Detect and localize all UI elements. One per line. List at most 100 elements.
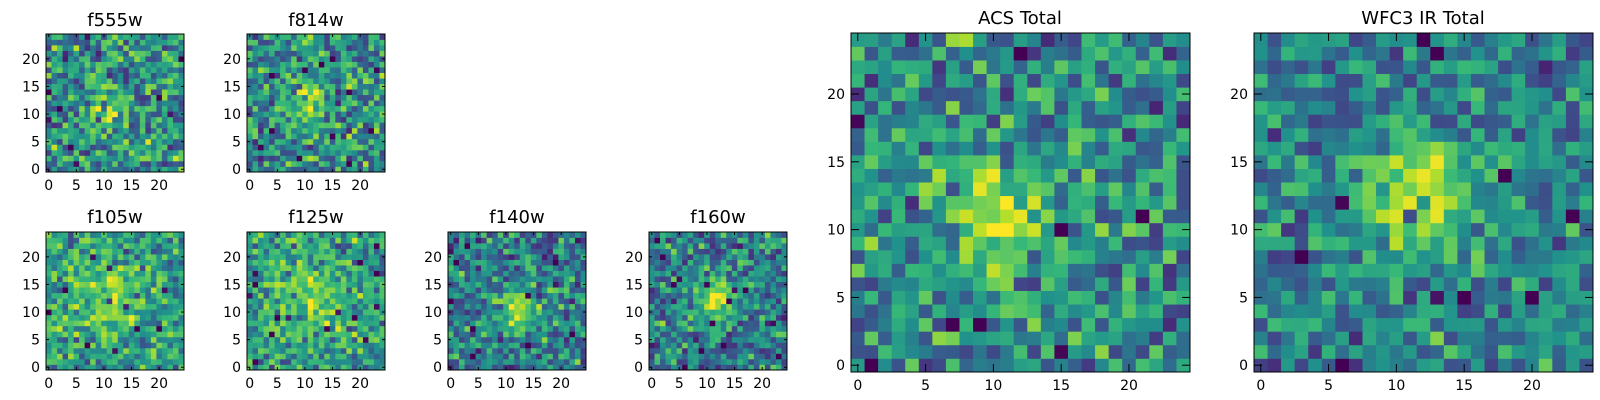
heatmap-cell — [1013, 277, 1028, 291]
heatmap-cell — [682, 342, 688, 349]
heatmap-cell — [134, 155, 141, 162]
heatmap-cell — [112, 292, 119, 299]
heatmap-cell — [128, 105, 135, 112]
heatmap-cell — [759, 320, 766, 327]
heatmap-cell — [274, 105, 281, 112]
heatmap-cell — [1362, 358, 1377, 373]
heatmap-cell — [547, 270, 554, 277]
heatmap-cell — [296, 232, 303, 238]
heatmap-cell — [748, 342, 755, 349]
heatmap-cell — [1335, 277, 1350, 291]
heatmap-cell — [79, 122, 85, 129]
heatmap-cell — [62, 67, 69, 73]
heatmap-cell — [335, 111, 342, 118]
heatmap-cell — [258, 39, 264, 46]
heatmap-cell — [1308, 222, 1323, 237]
heatmap-cell — [329, 314, 336, 321]
heatmap-cell — [464, 281, 471, 288]
heatmap-cell — [1498, 304, 1512, 319]
heatmap-cell — [285, 347, 292, 354]
heatmap-cell — [1321, 195, 1336, 210]
heatmap-cell — [156, 105, 163, 112]
heatmap-cell — [665, 254, 672, 260]
heatmap-cell — [1040, 209, 1055, 224]
heatmap-cell — [84, 50, 91, 57]
heatmap-cell — [134, 149, 141, 156]
heatmap-cell — [1430, 209, 1445, 224]
heatmap-cell — [742, 325, 749, 332]
heatmap-cell — [46, 105, 52, 112]
heatmap-cell — [57, 61, 63, 68]
heatmap-cell — [1027, 209, 1042, 224]
heatmap-cell — [453, 314, 460, 321]
heatmap-cell — [654, 298, 661, 305]
heatmap-cell — [1389, 317, 1404, 332]
heatmap-cell — [313, 144, 320, 151]
heatmap-cell — [448, 320, 454, 327]
heatmap-cell — [172, 149, 179, 156]
heatmap-cell — [481, 314, 487, 321]
heatmap-cell — [95, 336, 102, 343]
heatmap-cell — [51, 331, 58, 338]
heatmap-cell — [676, 287, 683, 294]
heatmap-cell — [95, 232, 102, 238]
heatmap-cell — [128, 56, 135, 62]
heatmap-cell — [62, 248, 69, 255]
heatmap-cell — [486, 248, 493, 255]
heatmap-cell — [335, 50, 342, 57]
heatmap-cell — [329, 67, 336, 73]
heatmap-cell — [1403, 195, 1418, 210]
heatmap-cell — [580, 259, 587, 266]
heatmap-cell — [748, 237, 755, 244]
heatmap-cell — [698, 248, 705, 255]
heatmap-cell — [362, 303, 369, 310]
heatmap-cell — [51, 56, 58, 62]
heatmap-cell — [530, 325, 537, 332]
heatmap-cell — [161, 342, 168, 349]
heatmap-cell — [362, 254, 369, 260]
heatmap-cell — [313, 105, 320, 112]
heatmap-cell — [698, 287, 705, 294]
heatmap-cell — [1135, 60, 1150, 75]
heatmap-cell — [340, 270, 347, 277]
heatmap-cell — [57, 331, 63, 338]
heatmap-cell — [1176, 73, 1191, 88]
heatmap-cell — [770, 276, 777, 283]
heatmap-cell — [340, 276, 347, 283]
heatmap-cell — [117, 56, 124, 62]
heatmap-cell — [704, 303, 711, 310]
heatmap-cell — [178, 325, 185, 332]
heatmap-cell — [497, 314, 504, 321]
heatmap-cell — [291, 358, 298, 365]
heatmap-cell — [335, 270, 342, 277]
heatmap-cell — [698, 336, 705, 343]
heatmap-cell — [167, 34, 174, 40]
heatmap-cell — [1081, 222, 1096, 237]
heatmap-cell — [269, 56, 275, 62]
heatmap-cell — [263, 358, 270, 365]
heatmap-cell — [973, 236, 987, 251]
heatmap-cell — [302, 298, 309, 305]
heatmap-cell — [258, 270, 264, 277]
heatmap-cell — [654, 331, 661, 338]
heatmap-cell — [62, 105, 69, 112]
heatmap-cell — [156, 353, 163, 360]
heatmap-cell — [453, 325, 460, 332]
heatmap-cell — [959, 114, 974, 129]
heatmap-cell — [57, 303, 63, 310]
heatmap-cell — [1267, 358, 1282, 373]
heatmap-cell — [878, 222, 893, 237]
heatmap-cell — [318, 353, 325, 360]
heatmap-cell — [1081, 33, 1096, 47]
heatmap-cell — [145, 314, 152, 321]
heatmap-cell — [470, 248, 476, 255]
heatmap-cell — [178, 50, 185, 57]
heatmap-cell — [715, 270, 722, 277]
heatmap-cell — [1122, 263, 1137, 278]
heatmap-cell — [172, 116, 179, 123]
heatmap-cell — [536, 243, 543, 249]
heatmap-cell — [285, 336, 292, 343]
heatmap-cell — [335, 149, 342, 156]
heatmap-cell — [508, 358, 515, 365]
y-tick-label: 20 — [223, 250, 241, 266]
